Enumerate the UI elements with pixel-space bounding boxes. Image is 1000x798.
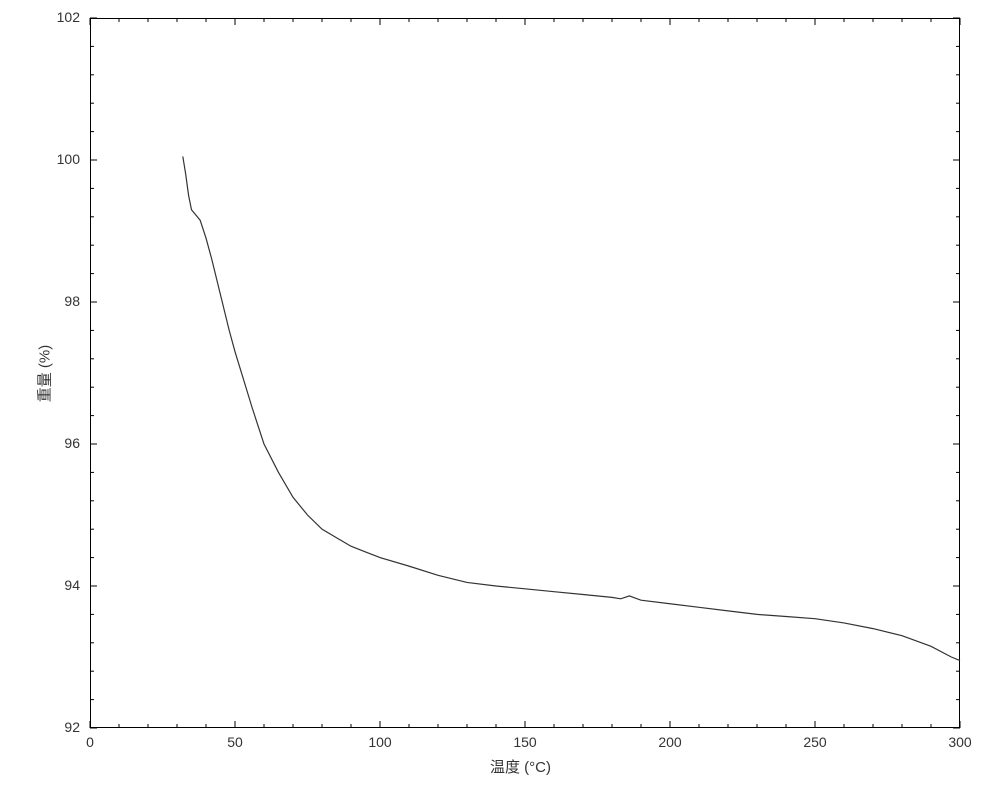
x-tick-label: 100 <box>360 734 400 750</box>
y-tick-label: 92 <box>40 719 80 735</box>
x-tick-label: 50 <box>215 734 255 750</box>
x-tick-label: 0 <box>70 734 110 750</box>
x-tick-label: 150 <box>505 734 545 750</box>
x-tick-label: 250 <box>795 734 835 750</box>
chart-svg <box>0 0 1000 798</box>
x-tick-label: 200 <box>650 734 690 750</box>
y-tick-label: 102 <box>40 9 80 25</box>
y-tick-label: 96 <box>40 435 80 451</box>
weight-curve <box>183 156 960 660</box>
y-tick-label: 98 <box>40 293 80 309</box>
x-axis-label: 温度 (°C) <box>490 756 551 777</box>
y-tick-label: 100 <box>40 151 80 167</box>
y-axis-label: 重量 (%) <box>33 345 54 403</box>
y-tick-label: 94 <box>40 577 80 593</box>
x-tick-label: 300 <box>940 734 980 750</box>
chart-container: 重量 (%) 温度 (°C) 0 50 100 150 200 250 300 92 94 96 9… <box>0 0 1000 798</box>
